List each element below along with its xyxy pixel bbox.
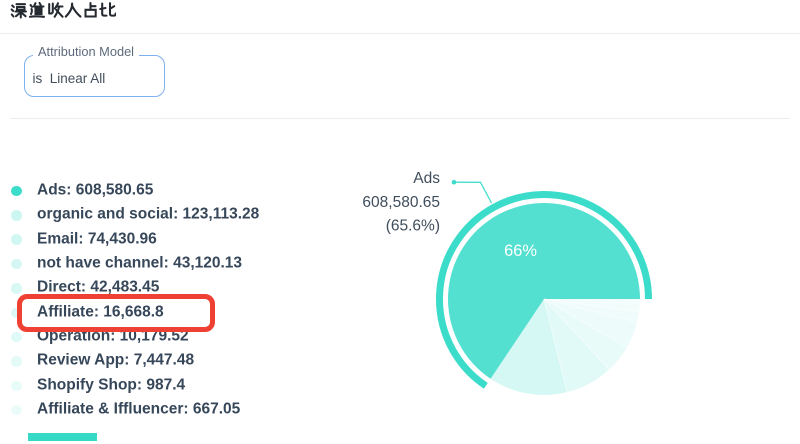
svg-text:608,580.65: 608,580.65	[362, 194, 440, 211]
svg-text:(65.6%): (65.6%)	[386, 218, 440, 235]
svg-text:Ads: Ads	[413, 170, 440, 187]
svg-text:66%: 66%	[504, 242, 537, 260]
